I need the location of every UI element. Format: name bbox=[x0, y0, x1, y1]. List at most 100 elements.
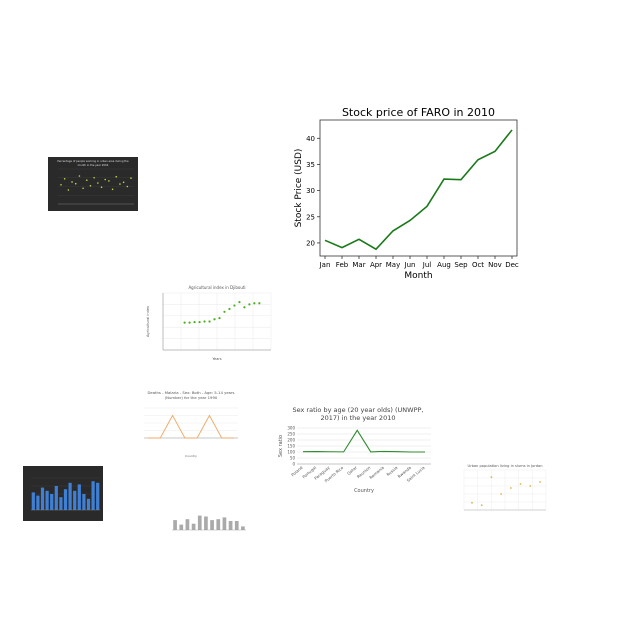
data-point bbox=[238, 301, 241, 304]
data-point bbox=[60, 183, 62, 186]
y-tick-label: 250 bbox=[287, 432, 295, 437]
bar bbox=[54, 486, 58, 510]
bar bbox=[173, 520, 177, 530]
bar bbox=[204, 516, 208, 530]
data-point bbox=[208, 320, 211, 323]
data-point bbox=[519, 483, 522, 485]
data-point bbox=[248, 303, 251, 306]
data-point bbox=[213, 318, 216, 321]
data-point bbox=[198, 320, 201, 324]
series-line bbox=[324, 129, 513, 251]
chart-title-line2: month in the year 2004 bbox=[78, 163, 109, 167]
main-chart: Stock price of FARO in 2010 20 25 30 35 40 Jan… bbox=[294, 106, 519, 280]
data-point bbox=[89, 185, 92, 187]
x-tick-label: Jun bbox=[404, 261, 416, 269]
data-point bbox=[85, 179, 88, 181]
data-point bbox=[71, 181, 73, 183]
bar bbox=[228, 521, 233, 530]
bar bbox=[36, 495, 40, 510]
gray-bar-thumb bbox=[172, 515, 246, 531]
data-point bbox=[490, 476, 493, 479]
bar bbox=[241, 526, 245, 530]
y-tick-label: 200 bbox=[287, 438, 295, 443]
x-tick-label: Aug bbox=[437, 261, 451, 269]
bar bbox=[96, 482, 100, 510]
data-point bbox=[126, 185, 129, 188]
x-axis-label: Years bbox=[212, 357, 221, 361]
bar bbox=[73, 490, 77, 510]
y-tick-label: 20 bbox=[306, 239, 315, 247]
x-tick-label: May bbox=[386, 261, 400, 269]
bar bbox=[222, 517, 227, 530]
data-point bbox=[100, 186, 103, 188]
x-tick-label: Oct bbox=[472, 261, 484, 269]
bar bbox=[63, 489, 68, 510]
agri-chart: Agricultural index in Djibouti Years Agric… bbox=[146, 285, 272, 361]
chart-title: Sex ratio by age (20 year olds) (UNWPP, bbox=[292, 406, 423, 414]
deaths-chart: Deaths - Malaria - Sex: Both - Age: 5-14… bbox=[144, 390, 238, 458]
bar bbox=[234, 521, 239, 530]
chart-title: Agricultural index in Djibouti bbox=[188, 285, 245, 290]
chart-title-line2: (Number) for the year 1990 bbox=[165, 395, 218, 400]
bar bbox=[197, 515, 202, 530]
data-point bbox=[539, 481, 541, 483]
data-point bbox=[130, 177, 132, 179]
data-point bbox=[108, 180, 110, 182]
dark-scatter-thumb: Percentage of people working in urban ar… bbox=[48, 157, 138, 211]
sex-ratio-chart: Sex ratio by age (20 year olds) (UNWPP,2… bbox=[278, 406, 431, 494]
y-tick-label: 25 bbox=[306, 213, 315, 221]
bar bbox=[77, 484, 81, 510]
x-tick-label: Jul bbox=[422, 261, 432, 269]
bar bbox=[191, 523, 196, 530]
bar bbox=[185, 519, 190, 530]
y-tick-label: 40 bbox=[306, 135, 315, 143]
x-axis-label: Month bbox=[404, 271, 432, 280]
data-point bbox=[233, 304, 236, 307]
chart-title: Urban population living in slums in Jord… bbox=[467, 464, 542, 468]
bar bbox=[31, 492, 35, 510]
bar bbox=[179, 524, 184, 530]
x-tick-label: Nov bbox=[488, 261, 502, 269]
dark-bar-thumb bbox=[23, 466, 103, 521]
x-tick-label: Apr bbox=[370, 261, 382, 269]
data-point bbox=[529, 485, 532, 487]
chart-title: Deaths - Malaria - Sex: Both - Age: 5-14… bbox=[147, 390, 234, 395]
series-line bbox=[148, 414, 234, 439]
data-point bbox=[480, 504, 483, 507]
chart-title: Percentage of people working in urban ar… bbox=[57, 159, 129, 163]
data-point bbox=[74, 182, 77, 185]
data-point bbox=[253, 302, 256, 305]
y-axis-label: Agricultural index bbox=[146, 306, 150, 337]
y-tick-label: 35 bbox=[306, 161, 315, 169]
chart-title: Stock price of FARO in 2010 bbox=[342, 106, 495, 119]
data-point bbox=[228, 307, 231, 311]
bar bbox=[45, 490, 49, 510]
bar bbox=[50, 494, 54, 510]
data-point bbox=[67, 189, 70, 191]
bar bbox=[40, 487, 45, 510]
data-point bbox=[243, 306, 246, 309]
x-tick-label: Dec bbox=[505, 261, 519, 269]
bar bbox=[86, 498, 91, 510]
data-point bbox=[78, 175, 81, 177]
x-axis-label: Country bbox=[354, 488, 374, 494]
chart-title-line2: 2017) in the year 2010 bbox=[321, 414, 396, 422]
data-point bbox=[188, 321, 191, 324]
y-tick-label: 0 bbox=[292, 462, 295, 467]
data-point bbox=[471, 501, 473, 504]
y-tick-label: 150 bbox=[287, 444, 295, 449]
x-tick-label: Sep bbox=[454, 261, 468, 269]
data-point bbox=[93, 176, 95, 179]
series-line bbox=[302, 429, 425, 453]
data-point bbox=[97, 182, 99, 184]
data-point bbox=[63, 178, 66, 180]
x-tick-label: Feb bbox=[336, 261, 349, 269]
bar bbox=[210, 520, 214, 530]
plot-frame bbox=[319, 119, 518, 257]
bar bbox=[91, 481, 95, 510]
x-axis-label: Country bbox=[185, 454, 197, 458]
data-point bbox=[218, 316, 221, 320]
data-point bbox=[203, 320, 206, 323]
data-point bbox=[104, 178, 107, 181]
bar bbox=[68, 482, 72, 510]
